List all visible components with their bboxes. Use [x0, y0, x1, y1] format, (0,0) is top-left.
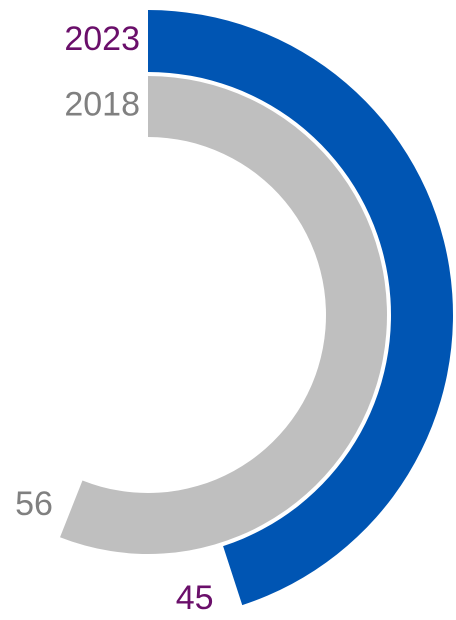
- series-label: 2018: [64, 85, 140, 123]
- radial-bar: [148, 10, 454, 606]
- radial-bar: [60, 76, 388, 554]
- series-label: 2023: [64, 20, 140, 58]
- value-label: 45: [176, 579, 214, 617]
- value-label: 56: [15, 485, 53, 523]
